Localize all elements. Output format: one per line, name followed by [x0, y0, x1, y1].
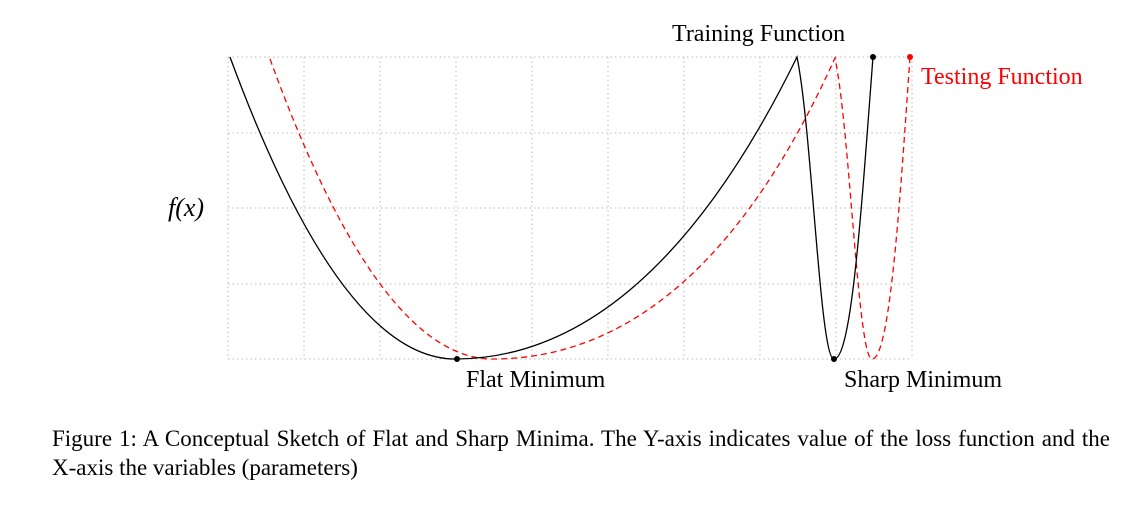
- y-axis-label: f(x): [168, 193, 204, 222]
- figure-caption: Figure 1: A Conceptual Sketch of Flat an…: [52, 426, 1110, 480]
- training-function-label: Training Function: [672, 21, 845, 47]
- testing-function-label: Testing Function: [921, 64, 1083, 90]
- testing-function-curve: [269, 55, 911, 360]
- training-function-curve: [229, 55, 874, 360]
- testing-endpoint: [907, 54, 913, 60]
- sharp-minimum-point: [831, 356, 837, 362]
- flat-minimum-point: [454, 356, 460, 362]
- sharp-minimum-label: Sharp Minimum: [844, 367, 1002, 393]
- grid: [227, 56, 913, 360]
- flat-minimum-label: Flat Minimum: [466, 367, 606, 393]
- minima-sketch-figure: f(x) Training Function Testing Function …: [168, 21, 1083, 393]
- training-endpoint: [870, 54, 876, 60]
